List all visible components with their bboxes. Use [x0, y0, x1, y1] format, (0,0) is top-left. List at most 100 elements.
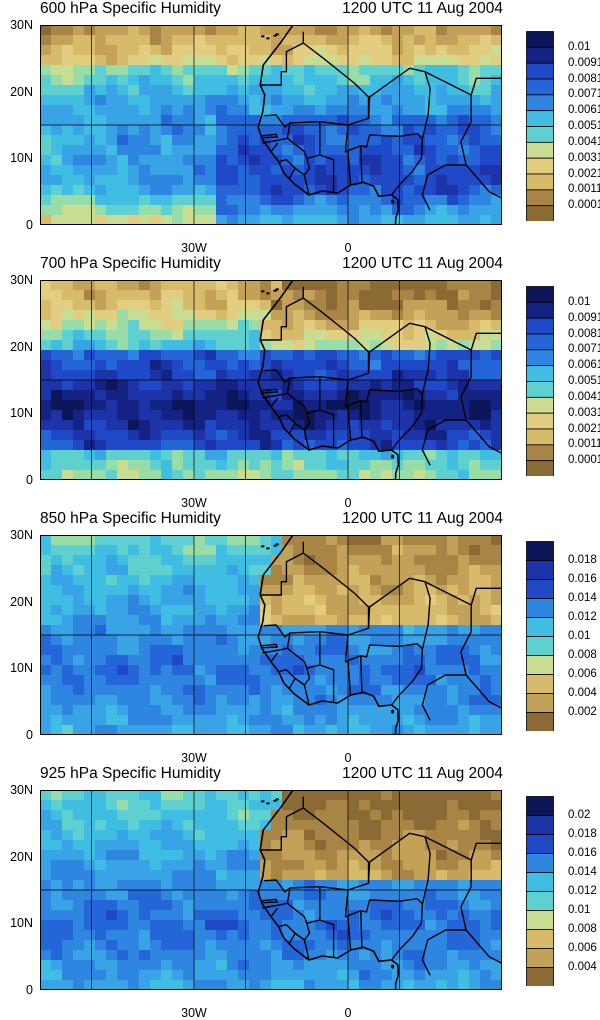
panel-valid-time: 1200 UTC 11 Aug 2004	[342, 765, 503, 782]
latitude-label: 20N	[10, 594, 33, 609]
legend-label: 0.0071	[568, 343, 600, 356]
legend-swatch	[526, 655, 554, 675]
legend-label: 0.0071	[568, 88, 600, 101]
country-border	[360, 643, 424, 706]
legend-label: 0.004	[568, 687, 597, 699]
country-border	[260, 297, 370, 383]
legend-label: 0.0051	[568, 120, 600, 132]
panel-valid-time: 1200 UTC 11 Aug 2004	[342, 255, 503, 272]
legend-swatch	[526, 381, 554, 398]
legend-label: 0.0001	[568, 199, 600, 212]
latitude-label: 10N	[10, 661, 33, 676]
legend-bar	[526, 796, 554, 986]
latitude-label: 0	[26, 473, 33, 487]
legend-swatch	[526, 110, 554, 127]
island	[266, 802, 270, 805]
legend-label: 0.0041	[568, 135, 600, 148]
country-border	[465, 419, 502, 454]
country-border	[278, 669, 296, 690]
legend-swatch	[526, 579, 554, 599]
country-border	[306, 664, 320, 669]
legend-swatch	[526, 428, 554, 446]
legend-swatch	[526, 189, 554, 207]
humidity-map	[40, 280, 502, 480]
country-border	[465, 164, 502, 199]
legend-swatch	[526, 444, 554, 462]
legend-swatch	[526, 636, 554, 656]
latitude-label: 30N	[10, 783, 33, 797]
island	[273, 544, 277, 547]
legend-label: 0.012	[568, 611, 597, 623]
country-border	[367, 67, 431, 140]
coastline	[257, 25, 400, 225]
latitude-label: 30N	[10, 273, 33, 287]
country-border	[262, 137, 288, 144]
legend-label: 0.006	[568, 668, 597, 680]
map-frame	[40, 790, 502, 990]
color-legend: 0.01 0.0091 0.0081 0.0071 0.0061 0.0051 0.0041…	[526, 286, 600, 476]
legend-label: 0.018	[568, 828, 597, 840]
legend-label: 0.0001	[568, 454, 600, 467]
legend-bar	[526, 541, 554, 731]
latitude-label: 20N	[10, 339, 33, 354]
legend-label: 0.004	[568, 961, 597, 973]
island	[273, 799, 277, 802]
country-border	[470, 587, 502, 606]
color-legend: 0.018 0.016 0.014 0.012 0.01 0.008 0.006 0.004 0…	[526, 541, 600, 731]
country-border	[270, 397, 279, 408]
longitude-label: 0	[344, 1006, 352, 1020]
country-border	[465, 929, 502, 964]
legend-swatch	[526, 617, 554, 637]
country-border	[319, 376, 335, 447]
humidity-field	[40, 535, 502, 735]
legend-label: 0.0081	[568, 327, 600, 340]
legend-swatch	[526, 853, 554, 873]
legend-label: 0.0021	[568, 422, 600, 435]
humidity-map-canvas	[40, 535, 502, 735]
legend-label: 0.0031	[568, 151, 600, 164]
legend-swatch	[526, 317, 554, 335]
legend-swatch	[526, 948, 554, 968]
map-frame	[40, 535, 502, 735]
legend-swatch	[526, 301, 554, 319]
legend-swatch	[526, 396, 554, 414]
legend-swatch	[526, 365, 554, 382]
country-border	[260, 807, 370, 893]
humidity-map	[40, 535, 502, 735]
map-panel: 600 hPa Specific Humidity 1200 UTC 11 Aug…	[0, 0, 600, 255]
country-border	[470, 332, 502, 351]
island	[391, 709, 395, 714]
country-border	[360, 388, 424, 451]
humidity-field	[40, 280, 502, 480]
longitude-label: 30W	[181, 751, 207, 765]
legend-swatch	[526, 929, 554, 949]
country-border	[261, 898, 278, 904]
humidity-map-canvas	[40, 25, 502, 225]
longitude-label: 30W	[181, 241, 207, 255]
island	[266, 292, 270, 295]
latitude-label: 0	[26, 218, 33, 232]
legend-swatch	[526, 94, 554, 112]
legend-swatch	[526, 560, 554, 580]
longitude-label: 0	[344, 496, 352, 510]
legend-swatch	[526, 910, 554, 930]
country-border	[261, 388, 278, 394]
country-border	[306, 919, 320, 924]
legend-swatch	[526, 872, 554, 892]
country-border	[270, 907, 279, 918]
country-border	[470, 77, 502, 96]
legend-label: 0.012	[568, 885, 597, 897]
color-legend: 0.01 0.0091 0.0081 0.0071 0.0061 0.0051 0.0041…	[526, 31, 600, 221]
legend-swatch	[526, 541, 554, 561]
legend-label: 0.002	[568, 706, 597, 718]
legend-label: 0.01	[568, 295, 591, 308]
legend-label: 0.0031	[568, 406, 600, 419]
legend-swatch	[526, 712, 554, 731]
humidity-map	[40, 790, 502, 990]
legend-label: 0.0021	[568, 167, 600, 180]
island	[273, 34, 277, 37]
legend-swatch	[526, 141, 554, 159]
country-border	[262, 902, 288, 909]
map-panel: 850 hPa Specific Humidity 1200 UTC 11 Aug…	[0, 510, 600, 765]
island	[260, 800, 265, 803]
